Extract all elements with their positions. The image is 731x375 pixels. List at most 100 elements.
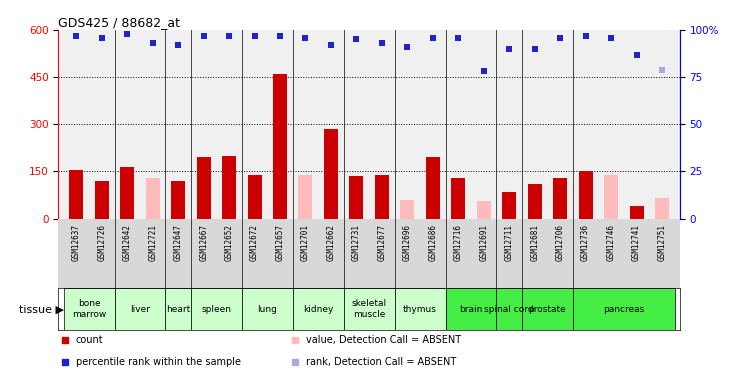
- Text: heart: heart: [166, 304, 190, 313]
- Point: [605, 34, 617, 40]
- Text: GDS425 / 88682_at: GDS425 / 88682_at: [58, 16, 181, 29]
- Point: [249, 33, 260, 39]
- Bar: [197, 157, 211, 219]
- Bar: [502, 192, 516, 219]
- Bar: [242, 288, 292, 330]
- Bar: [115, 288, 165, 330]
- Point: [554, 34, 566, 40]
- Text: thymus: thymus: [404, 304, 437, 313]
- Bar: [222, 156, 236, 219]
- Text: count: count: [76, 334, 104, 345]
- Bar: [324, 129, 338, 219]
- Bar: [120, 167, 135, 219]
- Text: tissue ▶: tissue ▶: [18, 304, 64, 314]
- Bar: [604, 175, 618, 219]
- Text: GSM12701: GSM12701: [301, 224, 310, 261]
- Point: [173, 42, 184, 48]
- Point: [70, 33, 82, 39]
- Text: GSM12751: GSM12751: [657, 224, 667, 261]
- Bar: [165, 288, 191, 330]
- Bar: [344, 288, 395, 330]
- Point: [147, 40, 159, 46]
- Text: spleen: spleen: [201, 304, 232, 313]
- Point: [631, 51, 643, 57]
- Bar: [655, 198, 669, 219]
- Text: skeletal
muscle: skeletal muscle: [352, 300, 387, 319]
- Point: [300, 34, 311, 40]
- Bar: [64, 288, 115, 330]
- Text: lung: lung: [257, 304, 277, 313]
- Text: GSM12681: GSM12681: [530, 224, 539, 261]
- Text: GSM12746: GSM12746: [607, 224, 616, 261]
- Bar: [395, 288, 446, 330]
- Bar: [579, 171, 593, 219]
- Point: [325, 42, 337, 48]
- Text: GSM12691: GSM12691: [480, 224, 488, 261]
- Point: [96, 34, 107, 40]
- Point: [504, 46, 515, 52]
- Point: [478, 69, 490, 75]
- Text: GSM12721: GSM12721: [148, 224, 157, 261]
- Point: [376, 40, 387, 46]
- Text: kidney: kidney: [303, 304, 333, 313]
- Text: GSM12637: GSM12637: [72, 224, 81, 261]
- Text: pancreas: pancreas: [603, 304, 645, 313]
- Text: GSM12662: GSM12662: [327, 224, 336, 261]
- Point: [121, 31, 133, 37]
- Point: [580, 33, 591, 39]
- Bar: [451, 178, 466, 219]
- Bar: [273, 74, 287, 219]
- Text: GSM12711: GSM12711: [504, 224, 514, 261]
- Bar: [426, 157, 440, 219]
- Bar: [248, 175, 262, 219]
- Point: [223, 33, 235, 39]
- Bar: [522, 288, 573, 330]
- Point: [401, 44, 413, 50]
- Bar: [573, 288, 675, 330]
- Text: GSM12716: GSM12716: [454, 224, 463, 261]
- Bar: [171, 181, 185, 219]
- Point: [452, 34, 464, 40]
- Text: bone
marrow: bone marrow: [72, 300, 106, 319]
- Text: spinal cord: spinal cord: [485, 304, 534, 313]
- Text: GSM12686: GSM12686: [428, 224, 437, 261]
- Text: prostate: prostate: [529, 304, 567, 313]
- Bar: [95, 181, 109, 219]
- Bar: [496, 288, 522, 330]
- Bar: [553, 178, 567, 219]
- Point: [198, 33, 210, 39]
- Text: GSM12642: GSM12642: [123, 224, 132, 261]
- Text: GSM12741: GSM12741: [632, 224, 641, 261]
- Bar: [69, 170, 83, 219]
- Text: liver: liver: [130, 304, 150, 313]
- Text: GSM12731: GSM12731: [352, 224, 361, 261]
- Bar: [477, 201, 491, 219]
- Bar: [401, 200, 414, 219]
- Bar: [629, 206, 643, 219]
- Bar: [528, 184, 542, 219]
- Bar: [145, 178, 159, 219]
- Bar: [375, 175, 389, 219]
- Text: GSM12672: GSM12672: [250, 224, 259, 261]
- Text: GSM12652: GSM12652: [224, 224, 234, 261]
- Text: GSM12657: GSM12657: [276, 224, 284, 261]
- Bar: [349, 176, 363, 219]
- Text: brain: brain: [459, 304, 482, 313]
- Point: [274, 33, 286, 39]
- Bar: [292, 288, 344, 330]
- Point: [656, 67, 668, 73]
- Text: GSM12647: GSM12647: [174, 224, 183, 261]
- Text: GSM12706: GSM12706: [556, 224, 564, 261]
- Text: GSM12696: GSM12696: [403, 224, 412, 261]
- Point: [529, 46, 540, 52]
- Point: [427, 34, 439, 40]
- Bar: [191, 288, 242, 330]
- Text: value, Detection Call = ABSENT: value, Detection Call = ABSENT: [306, 334, 461, 345]
- Text: GSM12677: GSM12677: [377, 224, 387, 261]
- Bar: [446, 288, 496, 330]
- Text: GSM12736: GSM12736: [581, 224, 590, 261]
- Text: percentile rank within the sample: percentile rank within the sample: [76, 357, 241, 367]
- Text: GSM12667: GSM12667: [199, 224, 208, 261]
- Text: rank, Detection Call = ABSENT: rank, Detection Call = ABSENT: [306, 357, 456, 367]
- Point: [351, 36, 363, 42]
